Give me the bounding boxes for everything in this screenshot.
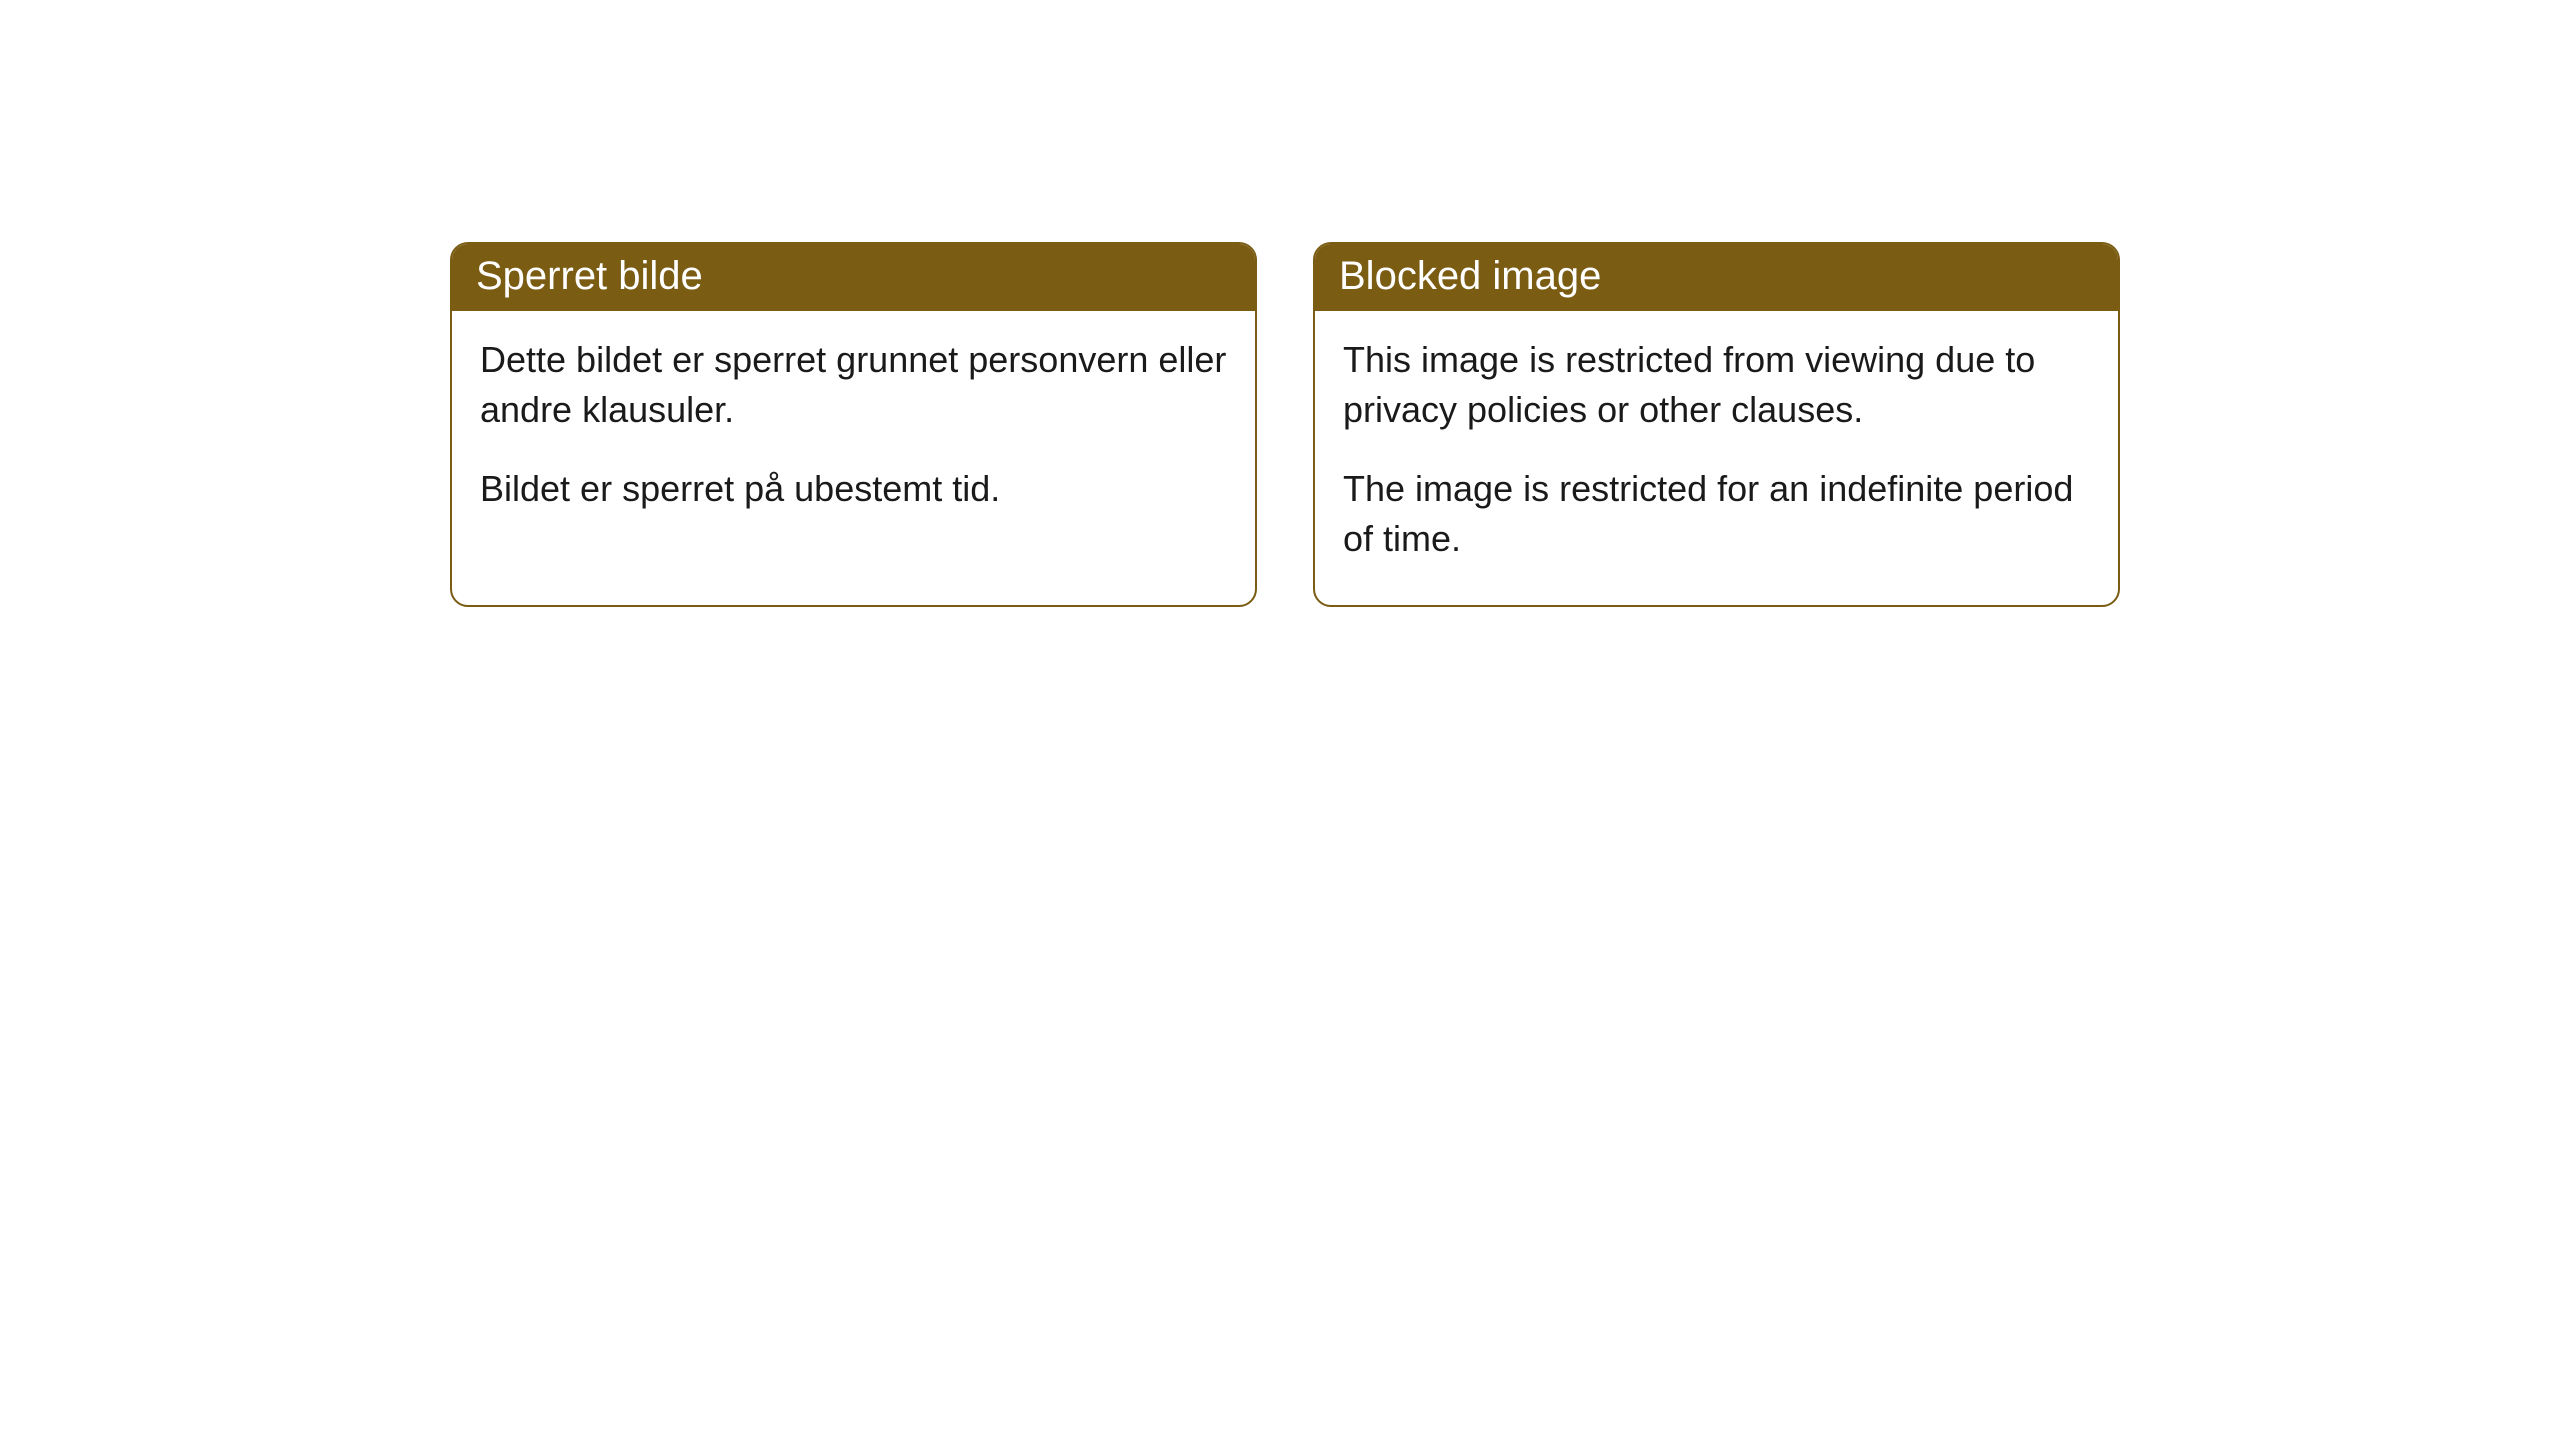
card-english: Blocked image This image is restricted f… bbox=[1313, 242, 2120, 607]
card-header-english: Blocked image bbox=[1315, 244, 2118, 311]
card-body-english: This image is restricted from viewing du… bbox=[1315, 311, 2118, 605]
cards-container: Sperret bilde Dette bildet er sperret gr… bbox=[450, 242, 2120, 607]
card-norwegian: Sperret bilde Dette bildet er sperret gr… bbox=[450, 242, 1257, 607]
card-body-norwegian: Dette bildet er sperret grunnet personve… bbox=[452, 311, 1255, 554]
card-paragraph-2-norwegian: Bildet er sperret på ubestemt tid. bbox=[480, 464, 1227, 514]
card-paragraph-2-english: The image is restricted for an indefinit… bbox=[1343, 464, 2090, 565]
card-paragraph-1-english: This image is restricted from viewing du… bbox=[1343, 335, 2090, 436]
card-header-norwegian: Sperret bilde bbox=[452, 244, 1255, 311]
card-paragraph-1-norwegian: Dette bildet er sperret grunnet personve… bbox=[480, 335, 1227, 436]
